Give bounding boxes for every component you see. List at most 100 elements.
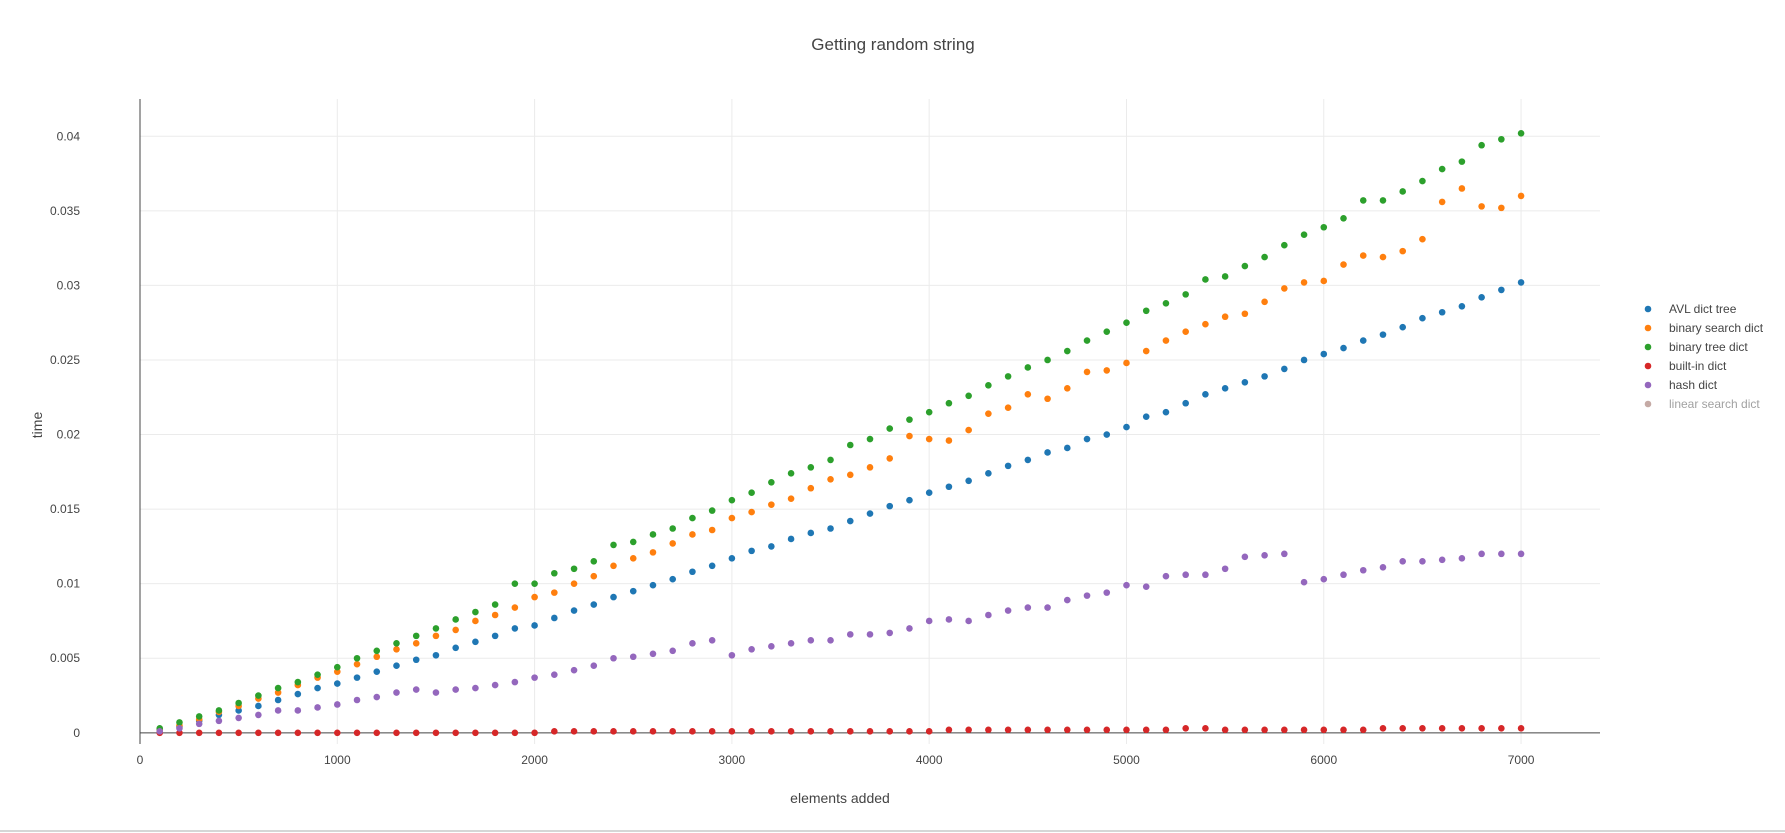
data-point	[1399, 725, 1407, 732]
data-point	[452, 626, 459, 634]
data-point	[827, 525, 834, 532]
x-tick-label: 6000	[1310, 753, 1337, 767]
data-point	[1221, 726, 1229, 734]
data-point	[787, 495, 795, 502]
data-point	[393, 646, 400, 653]
data-point	[314, 671, 321, 678]
data-point	[787, 470, 795, 477]
y-tick-label: 0.02	[57, 428, 81, 442]
data-point	[551, 671, 558, 678]
data-point	[1359, 197, 1367, 204]
legend-label: binary tree dict	[1669, 340, 1748, 354]
data-point	[373, 693, 381, 701]
legend-marker	[1644, 305, 1652, 313]
data-point	[1063, 596, 1071, 604]
data-point	[925, 435, 933, 443]
data-point	[1359, 337, 1367, 344]
data-point	[1261, 373, 1268, 380]
data-point	[1083, 435, 1091, 443]
legend-item[interactable]: linear search dict	[1644, 397, 1761, 411]
data-point	[1359, 566, 1367, 574]
data-point	[1300, 578, 1308, 586]
chart-title: Getting random string	[811, 35, 974, 54]
data-point	[886, 728, 894, 735]
legend-item[interactable]: built-in dict	[1644, 359, 1727, 373]
data-point	[1182, 571, 1189, 579]
data-point	[590, 728, 598, 735]
x-tick-label: 2000	[521, 753, 548, 767]
data-point	[511, 678, 519, 686]
data-point	[610, 728, 617, 735]
data-point	[1458, 158, 1466, 165]
data-point	[1320, 277, 1328, 285]
legend-item[interactable]: binary tree dict	[1644, 340, 1749, 354]
legend-marker	[1644, 362, 1652, 370]
data-point	[787, 535, 795, 543]
legend-marker	[1644, 400, 1652, 408]
data-point	[1221, 273, 1229, 280]
data-point	[669, 525, 677, 532]
data-point	[945, 616, 953, 623]
data-point	[1044, 449, 1051, 456]
data-point	[491, 681, 499, 689]
data-point	[353, 654, 361, 662]
data-point	[452, 729, 459, 737]
data-point	[985, 611, 992, 619]
data-point	[708, 637, 716, 644]
data-point	[1320, 223, 1328, 231]
data-point	[1517, 279, 1525, 286]
legend-item[interactable]: hash dict	[1644, 378, 1718, 392]
legend[interactable]: AVL dict tree binary search dict binary tr…	[1644, 302, 1764, 411]
x-tick-label: 7000	[1508, 753, 1535, 767]
data-point	[551, 569, 558, 577]
x-axis-label: elements added	[790, 790, 890, 806]
data-point	[728, 728, 736, 735]
data-point	[294, 690, 302, 698]
data-point	[373, 647, 381, 655]
data-point	[728, 496, 736, 504]
data-point	[985, 382, 992, 389]
data-point	[669, 575, 677, 583]
legend-item[interactable]: AVL dict tree	[1644, 302, 1737, 316]
data-point	[708, 562, 716, 570]
data-point	[1221, 385, 1229, 392]
data-point	[1063, 347, 1071, 355]
data-point	[649, 531, 657, 538]
data-point	[590, 601, 598, 608]
data-point	[195, 720, 203, 728]
data-points	[156, 130, 1525, 737]
data-point	[669, 728, 677, 735]
data-point	[472, 729, 479, 737]
data-point	[787, 728, 795, 735]
data-point	[491, 601, 499, 608]
legend-item[interactable]: binary search dict	[1644, 321, 1764, 335]
data-point	[472, 684, 479, 692]
data-point	[452, 616, 459, 623]
data-point	[294, 729, 302, 737]
data-point	[215, 729, 223, 737]
data-point	[1004, 726, 1012, 734]
data-point	[846, 471, 854, 479]
data-point	[215, 707, 223, 714]
data-point	[629, 587, 637, 595]
data-point	[1004, 404, 1012, 412]
data-point	[294, 707, 302, 714]
data-point	[827, 728, 834, 735]
data-point	[807, 728, 815, 735]
data-point	[1083, 368, 1091, 376]
data-point	[1261, 298, 1268, 306]
data-point	[195, 713, 203, 720]
data-point	[945, 483, 953, 491]
data-point	[728, 555, 736, 562]
data-point	[1517, 192, 1525, 200]
data-point	[255, 711, 262, 719]
data-point	[925, 728, 933, 735]
legend-marker	[1644, 343, 1652, 351]
data-point	[649, 581, 657, 589]
x-tick-label: 1000	[324, 753, 351, 767]
data-point	[1281, 365, 1288, 373]
data-point	[1281, 285, 1288, 292]
data-point	[511, 625, 519, 632]
data-point	[827, 637, 834, 644]
data-point	[590, 662, 598, 670]
